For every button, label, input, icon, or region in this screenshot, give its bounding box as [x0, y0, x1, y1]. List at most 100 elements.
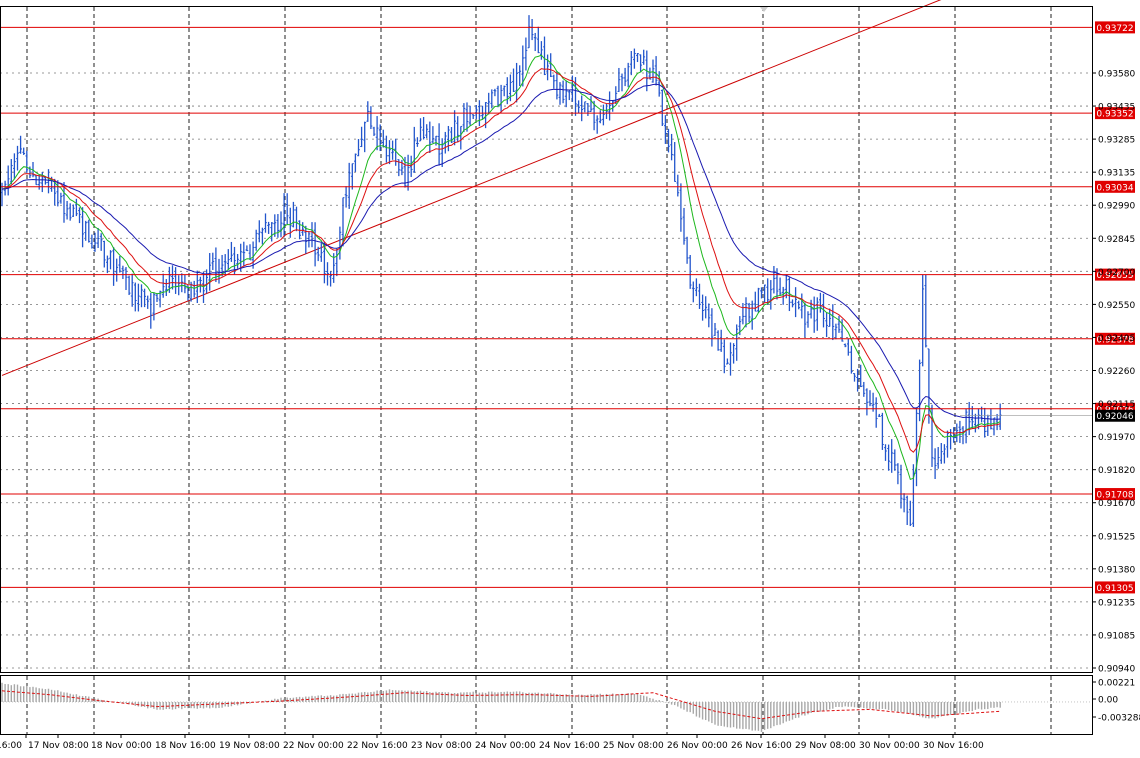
main-pane-border: [0, 6, 1093, 673]
price-bar: [701, 294, 704, 321]
price-bar: [239, 243, 243, 272]
price-bar: [791, 299, 794, 308]
price-bar: [248, 244, 252, 261]
price-bar: [828, 308, 832, 327]
price-bar: [16, 145, 19, 171]
price-bar: [109, 250, 112, 270]
price-bar: [431, 126, 435, 144]
price-bar: [887, 444, 890, 471]
price-bar: [822, 293, 825, 328]
price-bar: [71, 204, 75, 217]
price-bar: [422, 116, 425, 140]
price-bar: [772, 266, 776, 294]
price-bar: [319, 242, 323, 262]
y-tick-label: 0.92405: [1098, 334, 1135, 344]
price-bar: [245, 245, 249, 252]
x-tick-label: 16:00: [0, 741, 22, 751]
y-tick-label: 0.91970: [1098, 433, 1135, 443]
price-bar: [567, 90, 571, 101]
price-bar: [527, 15, 531, 49]
price-bar: [546, 54, 549, 81]
price-bar: [261, 227, 264, 245]
price-bar: [555, 70, 559, 100]
price-bar: [543, 36, 546, 76]
price-bar: [205, 269, 208, 294]
x-tick-label: 18 Nov 00:00: [91, 741, 152, 751]
price-bar: [93, 232, 97, 252]
price-bar: [614, 86, 618, 104]
price-bar: [797, 300, 801, 310]
price-bar: [456, 116, 460, 143]
price-bar: [44, 176, 47, 185]
price-bar: [834, 323, 838, 340]
price-bar: [837, 315, 841, 333]
price-bar: [685, 236, 689, 264]
trendline-layer: [1, 0, 942, 376]
price-bar: [561, 80, 565, 104]
indicator-axis: 0.00221 0.00 -0.003288: [1092, 679, 1140, 724]
price-bar: [760, 287, 763, 299]
y-tick-label: 0.91525: [1098, 532, 1135, 542]
price-bar: [521, 45, 525, 87]
price-bar: [115, 258, 119, 282]
y-tick-label: 0.91670: [1098, 499, 1135, 509]
price-bar: [636, 53, 639, 63]
price-bar: [719, 329, 723, 352]
price-bar: [552, 74, 556, 89]
price-bar: [462, 103, 466, 133]
price-bar: [211, 252, 215, 270]
x-tick-label: 17 Nov 08:00: [28, 741, 89, 751]
price-bar: [924, 274, 928, 348]
price-bar: [806, 311, 810, 328]
price-bar: [25, 150, 29, 173]
price-bar: [465, 102, 469, 132]
indicator-tick-label: 0.00221: [1098, 679, 1135, 689]
price-bar: [592, 100, 596, 131]
price-bar: [682, 207, 686, 245]
price-bar: [695, 278, 698, 297]
price-bar: [698, 283, 701, 309]
price-bar: [409, 155, 413, 177]
price-bar: [583, 101, 587, 113]
price-bar: [490, 89, 494, 109]
price-bar: [660, 89, 664, 126]
price-bar: [939, 442, 943, 464]
level-label: 0.93034: [1096, 183, 1133, 193]
price-bar: [533, 32, 537, 52]
grid: [0, 7, 1092, 672]
indicator-tick-label: -0.003288: [1098, 714, 1140, 724]
price-bar: [626, 62, 630, 88]
price-bar: [946, 430, 949, 458]
price-bar: [819, 292, 822, 313]
y-tick-label: 0.91820: [1098, 466, 1135, 476]
price-bar: [518, 65, 522, 86]
price-bar: [226, 249, 230, 270]
levels-layer: 0.93722 0.93352 0.93034 0.92655 0.92378 0.920…: [0, 21, 1135, 594]
price-bar: [921, 274, 925, 367]
price-bar: [316, 246, 320, 262]
x-tick-label: 18 Nov 16:00: [155, 741, 216, 751]
price-bar: [56, 180, 60, 207]
price-bar: [360, 126, 363, 148]
ma-slow-blue: [1, 83, 1001, 420]
price-bar: [611, 100, 615, 112]
level-label: 0.91305: [1096, 584, 1133, 594]
price-bar: [102, 240, 106, 268]
price-bar: [9, 159, 13, 185]
y-tick-label: 0.92990: [1098, 202, 1135, 212]
price-bar: [285, 193, 289, 225]
price-bar: [87, 219, 91, 243]
price-bar: [865, 388, 869, 416]
price-bar: [704, 296, 708, 319]
price-bar: [434, 135, 438, 146]
price-bar: [707, 303, 711, 328]
trendline: [1, 0, 942, 376]
price-bar: [877, 413, 881, 417]
price-bar: [133, 282, 137, 312]
price-bar: [326, 262, 329, 286]
price-bar: [171, 265, 174, 290]
price-bar: [208, 253, 212, 291]
price-bar: [710, 308, 714, 347]
